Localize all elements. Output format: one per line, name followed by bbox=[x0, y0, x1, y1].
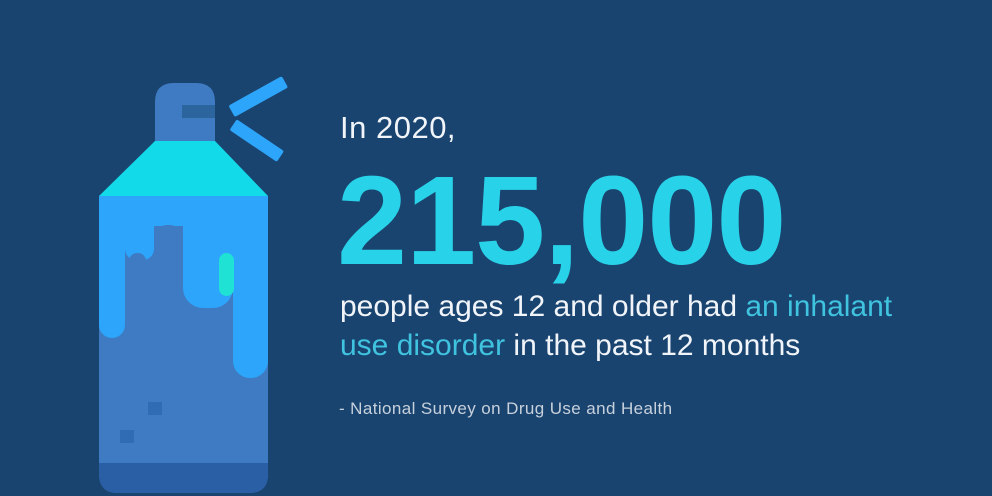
stat-number: 215,000 bbox=[337, 150, 786, 291]
spray-can bbox=[99, 76, 288, 493]
paint-drip bbox=[125, 196, 154, 260]
statement-text: in the past 12 months bbox=[505, 329, 801, 362]
can-shoulder bbox=[99, 141, 268, 196]
can-square-detail bbox=[148, 402, 162, 415]
can-shine-pill bbox=[219, 253, 234, 296]
paint-gap-mound bbox=[154, 225, 183, 295]
paint-drip bbox=[99, 196, 125, 338]
paint-drip bbox=[233, 196, 268, 378]
statement-highlight: an inhalant bbox=[745, 290, 893, 323]
spray-burst-line-lower-icon bbox=[230, 120, 284, 162]
stat-prefix: In 2020, bbox=[340, 110, 457, 145]
statement-text: people ages 12 and older had bbox=[340, 290, 746, 323]
stat-statement: people ages 12 and older had an inhalant… bbox=[340, 287, 892, 365]
can-bottom-band bbox=[99, 463, 268, 493]
paint-gap-notch bbox=[129, 253, 146, 303]
source-attribution: - National Survey on Drug Use and Health bbox=[339, 399, 673, 418]
can-square-detail bbox=[120, 430, 134, 443]
spray-burst-line-upper-icon bbox=[229, 76, 288, 117]
statement-highlight: use disorder bbox=[340, 329, 506, 362]
can-nozzle-slot bbox=[182, 105, 215, 118]
